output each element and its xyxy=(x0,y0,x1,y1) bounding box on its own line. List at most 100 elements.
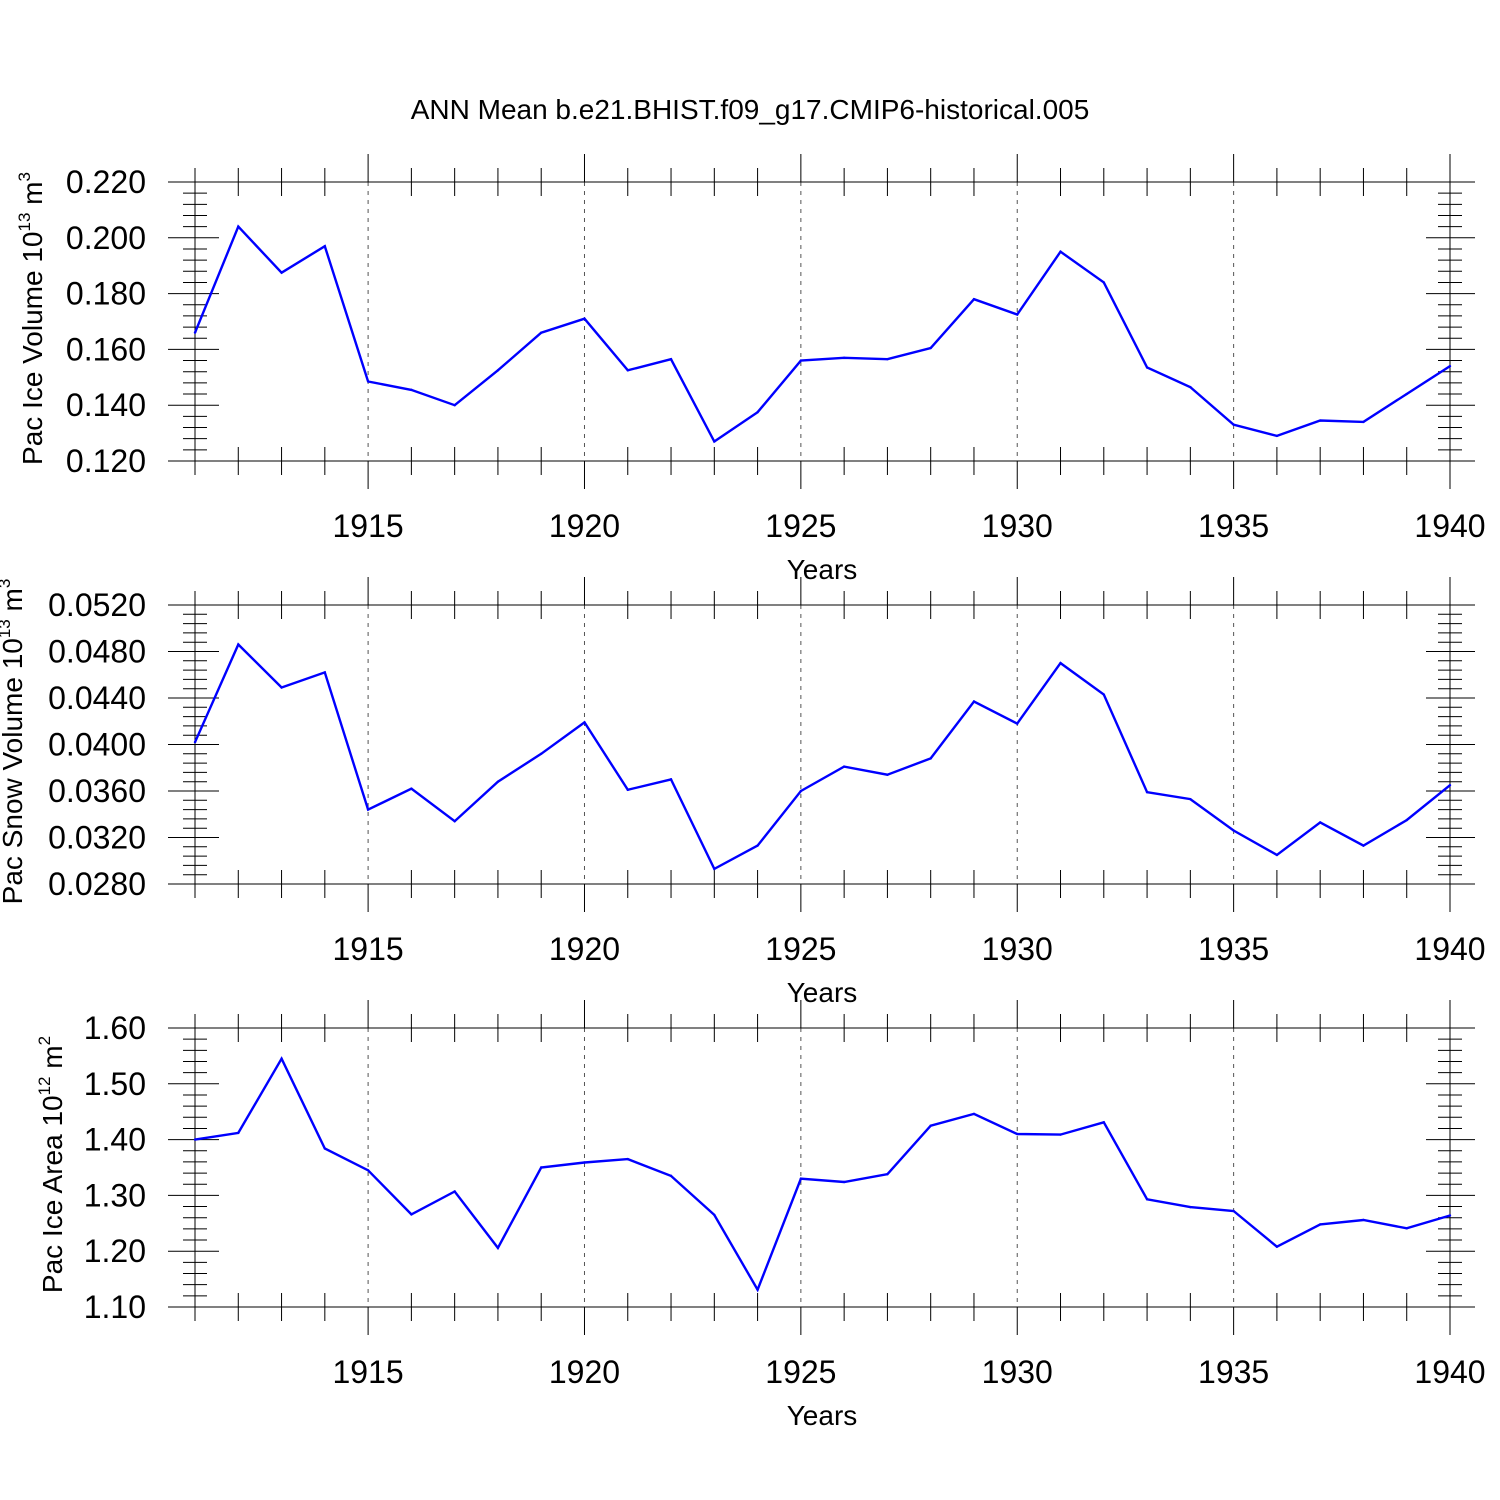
data-point xyxy=(669,778,673,781)
data-point xyxy=(453,820,456,823)
data-point xyxy=(237,1131,240,1135)
y-axis-label-text: Pac Ice Area 10 xyxy=(37,1095,68,1293)
data-point xyxy=(972,297,976,301)
y-axis-label-unit: m xyxy=(17,181,48,212)
y-tick-label: 0.0280 xyxy=(48,866,146,902)
y-axis-label: Pac Snow Volume 1013 m3 xyxy=(0,579,28,905)
data-point xyxy=(972,1112,976,1116)
data-point xyxy=(237,643,240,646)
data-point xyxy=(842,765,846,768)
data-point xyxy=(540,752,543,755)
data-point xyxy=(1102,281,1105,284)
data-point xyxy=(1102,693,1105,696)
y-tick-label: 0.0360 xyxy=(48,773,146,809)
x-tick-label: 1935 xyxy=(1198,931,1269,967)
x-tick-label: 1920 xyxy=(549,1354,620,1390)
panel-3: 1.10 1.20 1.30 1.40 1.50 1.60 1915 1920 1925 1930… xyxy=(35,1000,1486,1431)
data-point xyxy=(1189,1205,1192,1209)
data-point xyxy=(1102,1121,1105,1124)
data-point xyxy=(540,1166,543,1169)
data-point xyxy=(280,686,283,689)
y-tick-label: 1.10 xyxy=(84,1289,146,1325)
x-axis-label: Years xyxy=(787,1400,858,1431)
x-tick-label: 1935 xyxy=(1198,508,1269,544)
data-point xyxy=(842,356,846,359)
data-point xyxy=(1189,385,1192,389)
data-point xyxy=(453,1190,456,1193)
data-point xyxy=(280,1057,283,1060)
data-point xyxy=(1232,423,1235,426)
x-axis-label: Years xyxy=(787,977,858,1008)
data-point xyxy=(366,808,370,811)
data-point xyxy=(756,410,759,414)
data-point xyxy=(1318,419,1322,422)
data-point xyxy=(626,1157,629,1161)
x-tick-label: 1915 xyxy=(333,1354,404,1390)
data-point xyxy=(799,789,803,793)
data-point xyxy=(886,1172,889,1176)
data-point xyxy=(496,369,500,372)
data-point xyxy=(540,331,543,334)
data-point xyxy=(1448,364,1452,368)
data-point xyxy=(323,244,327,248)
x-tick-label: 1940 xyxy=(1414,508,1485,544)
data-point xyxy=(1405,818,1408,822)
y-tick-label: 0.0440 xyxy=(48,680,146,716)
data-point xyxy=(366,380,370,383)
data-point xyxy=(713,867,716,871)
x-tick-label: 1925 xyxy=(765,1354,836,1390)
data-point xyxy=(496,1246,500,1250)
y-tick-label: 1.20 xyxy=(84,1233,146,1269)
data-point xyxy=(1318,821,1322,824)
data-point xyxy=(1448,783,1452,787)
data-point xyxy=(193,1138,197,1141)
y-tick-label: 0.120 xyxy=(66,443,146,479)
data-point xyxy=(669,357,673,361)
x-tick-label: 1925 xyxy=(765,508,836,544)
data-point xyxy=(1232,829,1235,832)
x-tick-label: 1920 xyxy=(549,931,620,967)
data-point xyxy=(756,1288,759,1291)
data-point xyxy=(1145,1198,1149,1201)
y-axis-label-unit-exponent: 2 xyxy=(35,1036,54,1045)
y-axis-label-exponent: 12 xyxy=(35,1076,54,1095)
y-tick-label: 0.180 xyxy=(66,276,146,312)
data-point xyxy=(842,1180,846,1184)
y-tick-label: 0.0520 xyxy=(48,587,146,623)
data-point xyxy=(1059,661,1062,665)
x-tick-label: 1915 xyxy=(333,508,404,544)
data-point xyxy=(1275,1245,1279,1248)
y-tick-label: 0.0400 xyxy=(48,727,146,763)
x-tick-label: 1935 xyxy=(1198,1354,1269,1390)
data-point xyxy=(799,359,803,362)
data-point xyxy=(410,1213,413,1216)
data-point xyxy=(756,844,759,847)
x-tick-label: 1930 xyxy=(982,508,1053,544)
y-tick-label: 1.30 xyxy=(84,1177,146,1213)
data-point xyxy=(1232,1209,1235,1213)
data-point xyxy=(410,388,413,392)
data-point xyxy=(626,788,629,792)
x-tick-label: 1925 xyxy=(765,931,836,967)
data-point xyxy=(1318,1223,1322,1226)
chart-title: ANN Mean b.e21.BHIST.f09_g17.CMIP6-histo… xyxy=(411,94,1090,125)
data-point xyxy=(583,1161,586,1164)
y-tick-label: 1.50 xyxy=(84,1066,146,1102)
y-axis-label-text: Pac Ice Volume 10 xyxy=(17,232,48,465)
data-point xyxy=(193,740,197,744)
data-point xyxy=(886,773,889,776)
y-tick-label: 0.0320 xyxy=(48,820,146,856)
data-point xyxy=(799,1177,803,1180)
data-point xyxy=(669,1174,673,1178)
data-point xyxy=(972,700,976,703)
data-point xyxy=(1448,1214,1452,1217)
data-point xyxy=(583,721,586,724)
y-tick-label: 1.40 xyxy=(84,1122,146,1158)
x-tick-label: 1940 xyxy=(1414,1354,1485,1390)
data-point xyxy=(713,440,716,443)
panels: 0.120 0.140 0.160 0.180 0.200 0.220 1915 1920 19… xyxy=(0,154,1486,1431)
data-point xyxy=(1362,1218,1365,1222)
data-point xyxy=(929,346,932,350)
x-tick-label: 1930 xyxy=(982,931,1053,967)
